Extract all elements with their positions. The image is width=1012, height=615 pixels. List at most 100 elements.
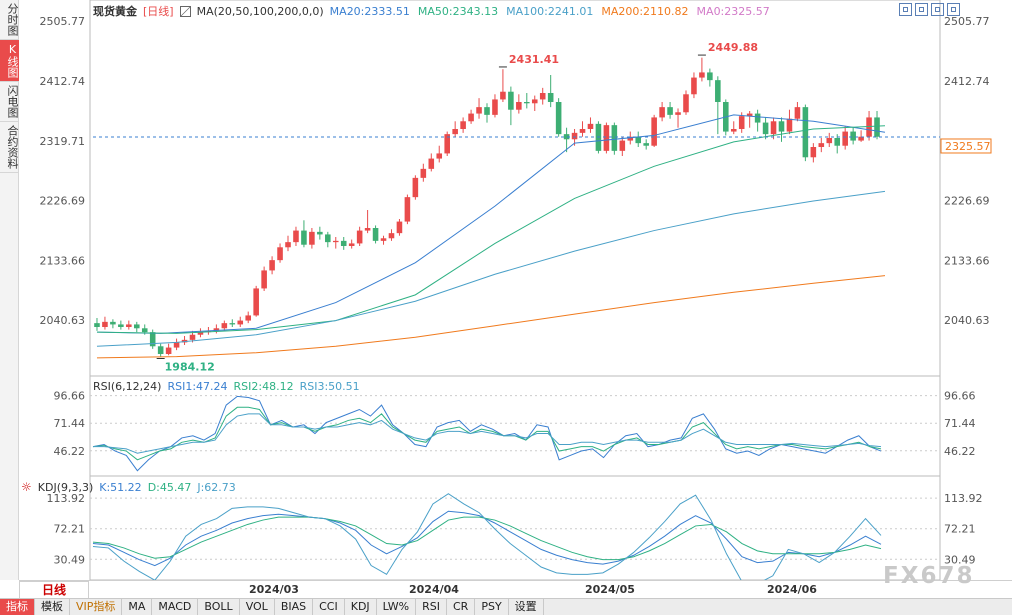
candle-body (826, 138, 833, 144)
chart-canvas[interactable]: 2505.77 2505.77 2412.74 2412.74 2319.71 2226.… (19, 0, 1012, 585)
candle-body (627, 136, 634, 141)
candle-body (635, 136, 642, 144)
main-y-tick-left: 2505.77 (40, 15, 86, 28)
tab-lw[interactable]: LW% (377, 599, 417, 615)
candle-body (874, 117, 880, 137)
candle-body (317, 231, 323, 235)
candle-body (707, 72, 713, 81)
kdj-y-tick-right: 113.92 (944, 492, 983, 505)
tab-kdj[interactable]: KDJ (345, 599, 377, 615)
tab-cci[interactable]: CCI (313, 599, 345, 615)
candle-body (420, 168, 427, 178)
rsi-chart: 96.66 96.66 71.44 71.44 46.22 46.22 (54, 390, 976, 472)
main-y-tick-left: 2133.66 (40, 254, 86, 267)
tab-kline[interactable]: K线图 (0, 40, 19, 82)
candle-body (770, 121, 777, 135)
tab-lightning[interactable]: 闪电图 (0, 82, 19, 122)
tab-bias[interactable]: BIAS (275, 599, 314, 615)
tab-cr[interactable]: CR (447, 599, 476, 615)
candle-body (102, 321, 108, 327)
main-y-tick-left: 2412.74 (40, 75, 86, 88)
candle-body (213, 328, 220, 331)
candle-body (141, 328, 148, 333)
main-y-tick-right: 2505.77 (944, 15, 990, 28)
tab-macd[interactable]: MACD (152, 599, 199, 615)
ma-settings-icon[interactable] (179, 5, 191, 17)
candle-body (571, 132, 578, 140)
symbol-name: 现货黄金 (93, 5, 137, 18)
main-y-tick-left: 2319.71 (40, 135, 86, 148)
candle-body (237, 320, 244, 325)
candle-body (858, 136, 864, 141)
window-controls (899, 3, 960, 16)
tab-psy[interactable]: PSY (475, 599, 509, 615)
kdj-legend-item-2: J:62.73 (197, 480, 236, 494)
ma-legend-item-0: MA20:2333.51 (329, 4, 410, 18)
candle-body (476, 107, 482, 114)
rsi-line-rsi3 (93, 413, 882, 454)
candle-body (786, 118, 793, 132)
kdj-line-k (92, 510, 882, 567)
rsi-line-rsi2 (92, 406, 882, 461)
candle-body (364, 228, 371, 231)
candle-body (221, 323, 228, 329)
zoom-out-icon[interactable] (931, 3, 944, 16)
kdj-chart: 113.92 113.92 72.21 72.21 30.49 30.49 (47, 492, 983, 585)
ma-legend-item-2: MA100:2241.01 (506, 4, 594, 18)
ma-legend-item-4: MA0:2325.57 (696, 4, 770, 18)
tab-timeshare[interactable]: 分时图 (0, 0, 19, 40)
move-icon[interactable] (899, 3, 912, 16)
candle-body (579, 129, 586, 133)
tab-templates[interactable]: 模板 (35, 599, 70, 615)
candle-body (802, 107, 809, 158)
tab-ma[interactable]: MA (122, 599, 153, 615)
rsi-y-tick-left: 96.66 (54, 390, 86, 403)
main-legend: 现货黄金 [日线] MA(20,50,100,200,0,0) MA20:233… (93, 3, 770, 19)
main-y-tick-left: 2040.63 (40, 314, 86, 327)
rsi-legend-item-2: RSI3:50.51 (299, 380, 360, 393)
candle-body (539, 93, 546, 100)
candle-body (261, 270, 267, 289)
candle-body (436, 153, 443, 159)
candle-body (380, 238, 387, 241)
period-select-button[interactable]: 日线 (19, 581, 89, 599)
candle-body (332, 240, 339, 243)
tab-settings[interactable]: 设置 (509, 599, 544, 615)
candle-body (484, 107, 490, 115)
ma-label: MA(20,50,100,200,0,0) (196, 4, 324, 18)
candle-body (754, 113, 761, 123)
candle-body (866, 117, 872, 137)
candle-body (197, 332, 204, 335)
tab-boll[interactable]: BOLL (198, 599, 240, 615)
candle-body (110, 321, 116, 325)
kdj-settings-icon[interactable]: ☼ (21, 480, 32, 494)
candle-body (460, 121, 466, 129)
candle-body (348, 243, 355, 246)
main-y-tick-right: 2226.69 (944, 195, 990, 208)
candle-body (492, 99, 498, 115)
date-label-jun: 2024/06 (767, 583, 817, 596)
rsi-y-tick-right: 46.22 (944, 445, 976, 458)
tab-vip-indicators[interactable]: VIP指标 (70, 599, 123, 615)
maximize-icon[interactable] (947, 3, 960, 16)
kdj-y-tick-left: 113.92 (47, 492, 86, 505)
candle-body (547, 93, 554, 102)
tab-rsi[interactable]: RSI (416, 599, 447, 615)
date-axis-bar: 日线 2024/03 2024/04 2024/05 2024/06 (19, 580, 1012, 599)
candle-body (157, 346, 164, 354)
candle-body (794, 107, 801, 119)
tab-indicators[interactable]: 指标 (0, 599, 35, 615)
zoom-in-icon[interactable] (915, 3, 928, 16)
candle-body (531, 99, 538, 104)
candle-body (452, 129, 458, 135)
main-y-tick-right: 2412.74 (944, 75, 990, 88)
candle-body (372, 228, 379, 241)
candle-body (293, 230, 299, 243)
rsi-y-tick-right: 71.44 (944, 417, 976, 430)
candle-body (675, 112, 681, 115)
rsi-name: RSI(6,12,24) (93, 380, 162, 393)
rsi-legend-item-1: RSI2:48.12 (233, 380, 294, 393)
tab-vol[interactable]: VOL (240, 599, 275, 615)
rsi-legend-item-0: RSI1:47.24 (167, 380, 228, 393)
tab-contract-info[interactable]: 合约资料 (0, 122, 19, 173)
